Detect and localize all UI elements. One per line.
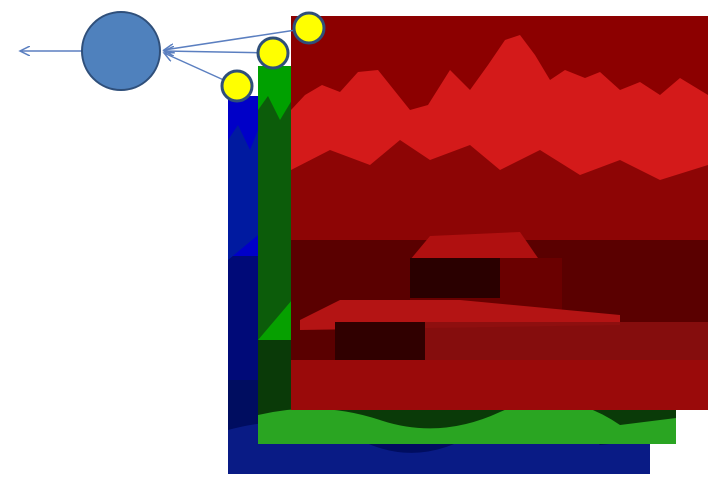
red-layer-grass (291, 360, 708, 410)
neuron-node (81, 11, 161, 91)
red-channel-layer (291, 16, 708, 410)
connection-arrow-red (164, 27, 310, 50)
green-layer-grass (258, 400, 676, 444)
channel-dot-red (292, 11, 326, 45)
channel-dot-green (256, 36, 290, 70)
red-layer-mountain-shadow (291, 140, 708, 260)
red-barn-dark-side (410, 258, 500, 298)
channel-dot-blue (220, 69, 254, 103)
red-shed-body (335, 322, 425, 360)
connection-arrow-green (164, 51, 273, 53)
green-layer-mountains (258, 96, 292, 340)
red-fence (425, 322, 708, 362)
